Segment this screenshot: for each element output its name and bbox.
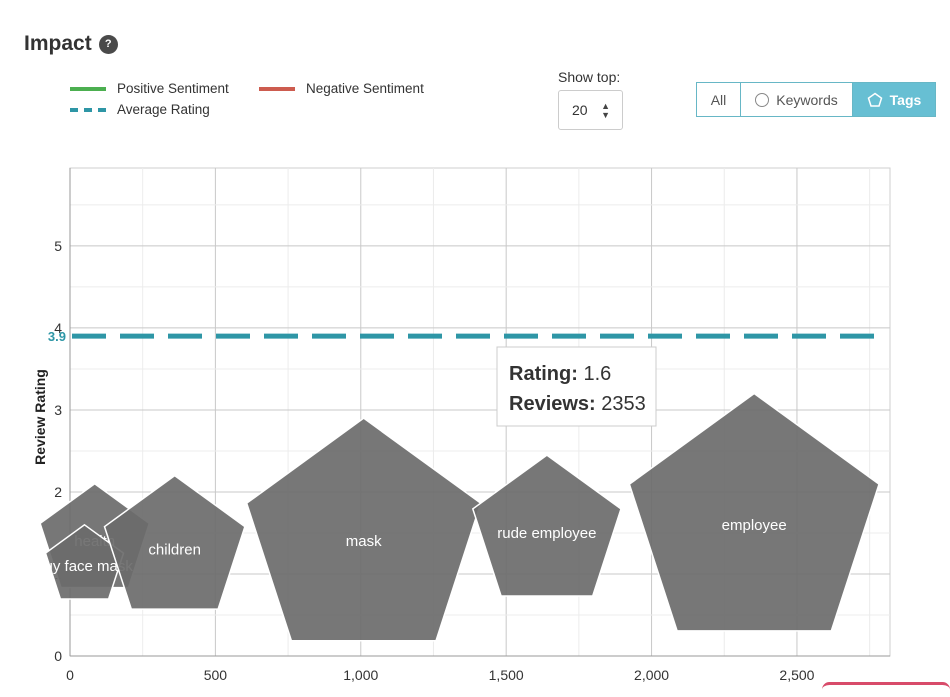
x-tick-label: 1,500 bbox=[489, 667, 524, 683]
corner-accent bbox=[822, 682, 950, 697]
circle-icon bbox=[755, 92, 770, 107]
legend-positive-label: Positive Sentiment bbox=[117, 81, 229, 96]
select-arrows-icon: ▲ ▼ bbox=[601, 101, 610, 120]
y-axis-title: Review Rating bbox=[32, 369, 48, 465]
legend-average-label: Average Rating bbox=[117, 102, 210, 117]
x-tick-label: 1,000 bbox=[343, 667, 378, 683]
filter-tags-button[interactable]: Tags bbox=[853, 82, 936, 117]
tooltip-rating: Rating: 1.6 bbox=[509, 363, 611, 385]
positive-swatch-icon bbox=[70, 86, 106, 91]
filter-tags-label: Tags bbox=[889, 91, 922, 108]
show-top-label: Show top: bbox=[558, 69, 621, 85]
bubble-employee bbox=[628, 392, 880, 632]
x-tick-label: 0 bbox=[66, 667, 74, 683]
bubble-label-employee: employee bbox=[722, 517, 787, 534]
filter-all-button[interactable]: All bbox=[696, 82, 741, 117]
tooltip-reviews: Reviews: 2353 bbox=[509, 393, 646, 415]
help-icon[interactable]: ? bbox=[98, 34, 118, 54]
average-swatch-icon bbox=[70, 107, 106, 112]
x-tick-label: 2,000 bbox=[634, 667, 669, 683]
bubble-label-children: children bbox=[148, 541, 201, 558]
filter-keywords-label: Keywords bbox=[776, 91, 838, 108]
y-tick-label: 4 bbox=[54, 320, 62, 336]
bubble-mask bbox=[245, 417, 482, 642]
bubble-label-buy-face-mask: buy face mask bbox=[36, 558, 133, 575]
legend-positive[interactable]: Positive Sentiment bbox=[70, 81, 229, 96]
filter-button-group: All Keywords Tags bbox=[696, 82, 936, 117]
legend-average[interactable]: Average Rating bbox=[70, 102, 210, 117]
bubble-rude-employee bbox=[471, 454, 622, 597]
title-row: Impact ? bbox=[24, 32, 118, 56]
show-top-select[interactable]: 20 ▲ ▼ bbox=[558, 90, 623, 130]
tooltip: Rating: 1.6 Reviews: 2353 bbox=[496, 346, 657, 427]
x-tick-label: 2,500 bbox=[779, 667, 814, 683]
y-tick-label: 0 bbox=[54, 648, 62, 664]
filter-keywords-button[interactable]: Keywords bbox=[741, 82, 853, 117]
bubble-label-rude-employee: rude employee bbox=[497, 525, 596, 542]
bubble-label-mask: mask bbox=[346, 533, 382, 550]
legend-negative[interactable]: Negative Sentiment bbox=[259, 81, 424, 96]
show-top-value: 20 bbox=[572, 102, 588, 118]
y-tick-label: 5 bbox=[54, 238, 62, 254]
legend-negative-label: Negative Sentiment bbox=[306, 81, 424, 96]
pentagon-icon bbox=[867, 92, 883, 107]
bubble-children bbox=[103, 474, 246, 610]
page-title: Impact bbox=[24, 32, 92, 55]
negative-swatch-icon bbox=[259, 86, 295, 91]
tooltip-box bbox=[496, 346, 657, 427]
y-tick-label: 3 bbox=[54, 402, 62, 418]
x-tick-label: 500 bbox=[204, 667, 228, 683]
filter-all-label: All bbox=[710, 91, 727, 108]
average-rating-label: 3.9 bbox=[48, 329, 66, 344]
y-tick-label: 2 bbox=[54, 484, 62, 500]
